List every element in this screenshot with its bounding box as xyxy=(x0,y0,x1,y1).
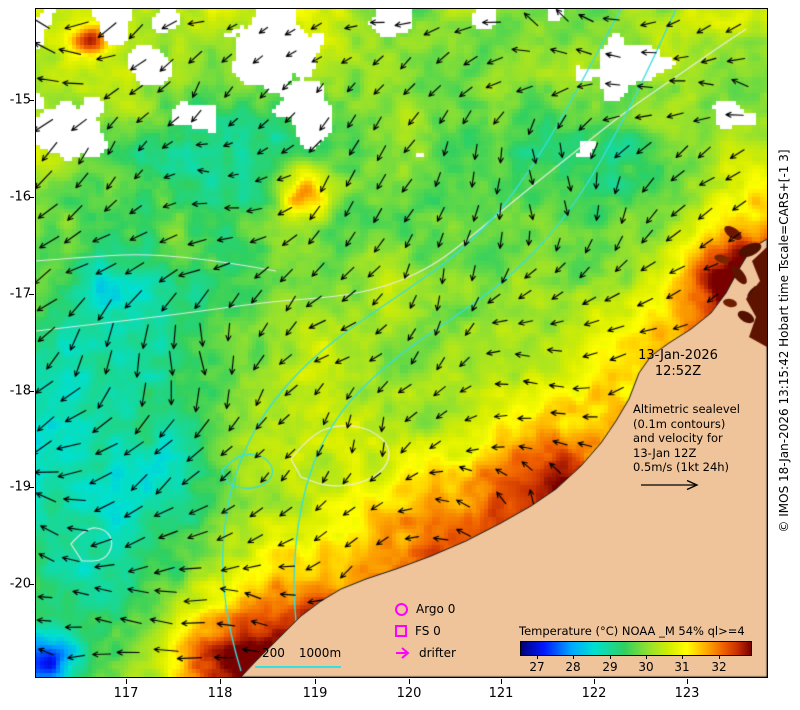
lon-tick-label: 118 xyxy=(207,686,233,701)
lat-tick-label: -16 xyxy=(9,189,31,205)
map-frame xyxy=(35,8,768,678)
axis-tick xyxy=(29,391,34,392)
lat-tick-label: -20 xyxy=(9,576,31,592)
lat-tick-label: -15 xyxy=(9,92,31,108)
colorbar-title: Temperature (°C) NOAA _M 54% ql>=4 xyxy=(519,624,745,638)
note-line: 0.5m/s (1kt 24h) xyxy=(633,460,730,474)
axis-tick xyxy=(29,487,34,488)
axis-tick xyxy=(687,679,688,684)
copyright-text: © IMOS 18-Jan-2026 13:15:42 Hobart time … xyxy=(777,149,791,533)
drifter-label: drifter xyxy=(419,646,456,660)
fs-marker-icon xyxy=(395,625,407,637)
note-line: and velocity for xyxy=(633,431,723,445)
axis-tick xyxy=(29,100,34,101)
lon-tick-label: 121 xyxy=(488,686,514,701)
date-annotation: 13-Jan-2026 12:52Z xyxy=(628,348,728,380)
lon-tick-label: 122 xyxy=(581,686,607,701)
colorbar-tick-mark xyxy=(537,656,538,659)
colorbar-tick-mark xyxy=(610,656,611,659)
colorbar-tick-label: 31 xyxy=(674,660,690,674)
bathymetry-label: 200 1000m xyxy=(255,646,355,668)
axis-tick xyxy=(409,679,410,684)
colorbar-gradient xyxy=(520,641,752,656)
colorbar-tick-label: 30 xyxy=(638,660,654,674)
lon-tick-label: 123 xyxy=(674,686,700,701)
axis-tick xyxy=(29,294,34,295)
note-line: Altimetric sealevel xyxy=(633,402,740,416)
lat-tick-label: -18 xyxy=(9,383,31,399)
altimetry-note: Altimetric sealevel (0.1m contours) and … xyxy=(633,402,753,491)
argo-label: Argo 0 xyxy=(416,602,456,616)
colorbar-tick-label: 27 xyxy=(529,660,545,674)
lon-tick-label: 119 xyxy=(302,686,328,701)
lon-tick-label: 117 xyxy=(113,686,139,701)
axis-tick xyxy=(29,197,34,198)
date-text: 13-Jan-2026 xyxy=(638,348,718,363)
drifter-marker-icon xyxy=(396,647,410,659)
colorbar-tick-label: 29 xyxy=(602,660,618,674)
lat-tick-label: -19 xyxy=(9,479,31,495)
colorbar-tick-mark xyxy=(646,656,647,659)
marker-legend: Argo 0 FS 0 drifter xyxy=(395,598,456,664)
note-line: (0.1m contours) xyxy=(633,416,726,431)
lon-tick-label: 120 xyxy=(396,686,422,701)
colorbar-tick-mark xyxy=(719,656,720,659)
bathymetry-contour-line xyxy=(255,666,341,668)
time-text: 12:52Z xyxy=(654,364,702,379)
colorbar-tick-label: 28 xyxy=(565,660,581,674)
legend-row-fs: FS 0 xyxy=(395,620,456,642)
axis-tick xyxy=(501,679,502,684)
colorbar-tick-mark xyxy=(682,656,683,659)
fs-label: FS 0 xyxy=(415,624,441,638)
axis-tick xyxy=(126,679,127,684)
bathymetry-label-1000: 1000m xyxy=(298,646,342,660)
legend-row-drifter: drifter xyxy=(395,642,456,664)
colorbar-tick-label: 32 xyxy=(711,660,727,674)
legend-row-argo: Argo 0 xyxy=(395,598,456,620)
axis-tick xyxy=(594,679,595,684)
argo-marker-icon xyxy=(395,602,408,616)
bathymetry-label-200: 200 xyxy=(262,646,285,660)
axis-tick xyxy=(220,679,221,684)
note-line: 13-Jan 12Z xyxy=(633,445,697,460)
sst-map-canvas[interactable] xyxy=(36,9,767,677)
lat-tick-label: -17 xyxy=(9,286,31,302)
velocity-scale-arrow-icon xyxy=(641,479,699,490)
colorbar-tick-mark xyxy=(573,656,574,659)
axis-tick xyxy=(29,584,34,585)
axis-tick xyxy=(315,679,316,684)
